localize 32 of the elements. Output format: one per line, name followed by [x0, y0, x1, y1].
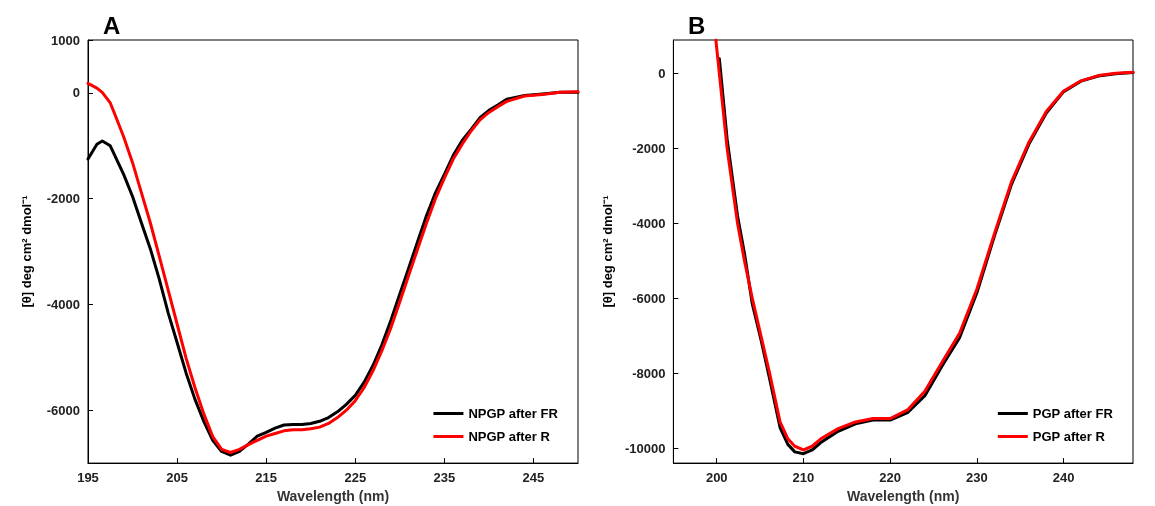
x-tick-label: 220: [879, 470, 902, 486]
y-axis-title: [θ] deg cm² dmol⁻¹: [19, 195, 34, 308]
y-tick-label: 1000: [51, 32, 80, 48]
y-tick-label: -2000: [46, 191, 80, 207]
y-tick-label: -10000: [624, 440, 666, 456]
x-tick-label: 240: [1052, 470, 1075, 486]
x-axis-title: Wavelength (nm): [276, 488, 390, 504]
y-tick-label: -4000: [632, 215, 666, 231]
y-tick-label: -6000: [632, 290, 666, 306]
legend-label: NPGP after R: [468, 429, 551, 444]
x-tick-label: 210: [792, 470, 815, 486]
x-tick-label: 215: [255, 470, 278, 486]
x-tick-label: 225: [344, 470, 367, 486]
x-tick-label: 195: [77, 470, 99, 486]
y-tick-label: 0: [72, 85, 80, 101]
y-tick-label: 0: [658, 66, 666, 82]
chart-title: B: [688, 11, 706, 39]
legend-label: PGP after R: [1032, 429, 1106, 444]
chart-title: A: [103, 11, 121, 39]
x-tick-label: 235: [433, 470, 456, 486]
y-tick-label: -4000: [46, 296, 80, 312]
x-tick-label: 245: [522, 470, 545, 486]
x-tick-label: 230: [966, 470, 988, 486]
x-axis-title: Wavelength (nm): [847, 488, 960, 504]
x-tick-label: 200: [705, 470, 728, 486]
y-tick-label: -6000: [46, 402, 80, 418]
legend-label: PGP after FR: [1032, 406, 1114, 421]
x-tick-label: 205: [166, 470, 188, 486]
y-axis-title: [θ] deg cm² dmol⁻¹: [600, 195, 615, 308]
y-tick-label: -8000: [632, 365, 666, 381]
legend-label: NPGP after FR: [468, 406, 559, 421]
y-tick-label: -2000: [632, 141, 666, 157]
